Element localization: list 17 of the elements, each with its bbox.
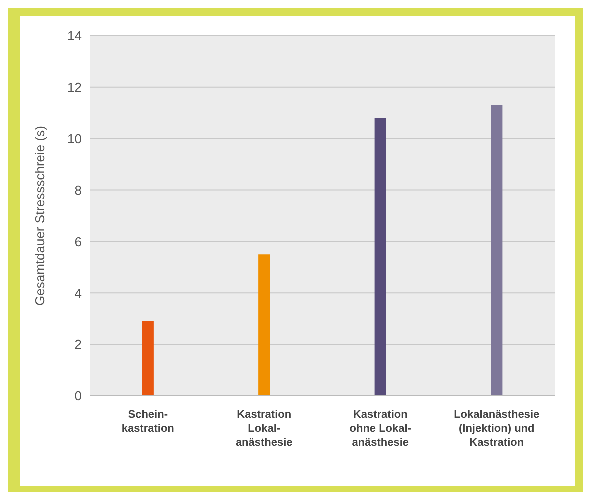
- y-tick-label: 2: [74, 337, 82, 352]
- y-tick-label: 8: [74, 182, 82, 198]
- y-tick-label: 10: [68, 131, 82, 146]
- bar: [258, 254, 270, 396]
- x-tick-label: Kastration Lokal- anästhesie: [236, 409, 293, 449]
- y-axis-title: Gesamtdauer Stressschreie (s): [32, 126, 48, 306]
- bar: [142, 321, 154, 396]
- x-tick-label: Lokalanästhesie (Injektion) und Kastration: [454, 409, 540, 449]
- y-tick-label: 6: [74, 234, 82, 250]
- x-tick-label: Kastration ohne Lokal- anästhesie: [350, 409, 412, 449]
- y-tick-label: 14: [68, 28, 82, 44]
- y-tick-label: 12: [68, 80, 82, 96]
- y-tick-label: 4: [74, 286, 82, 301]
- y-tick-label: 0: [74, 388, 82, 404]
- bar: [491, 105, 503, 396]
- bar: [374, 118, 386, 396]
- x-tick-label: Schein- kastration: [122, 409, 175, 435]
